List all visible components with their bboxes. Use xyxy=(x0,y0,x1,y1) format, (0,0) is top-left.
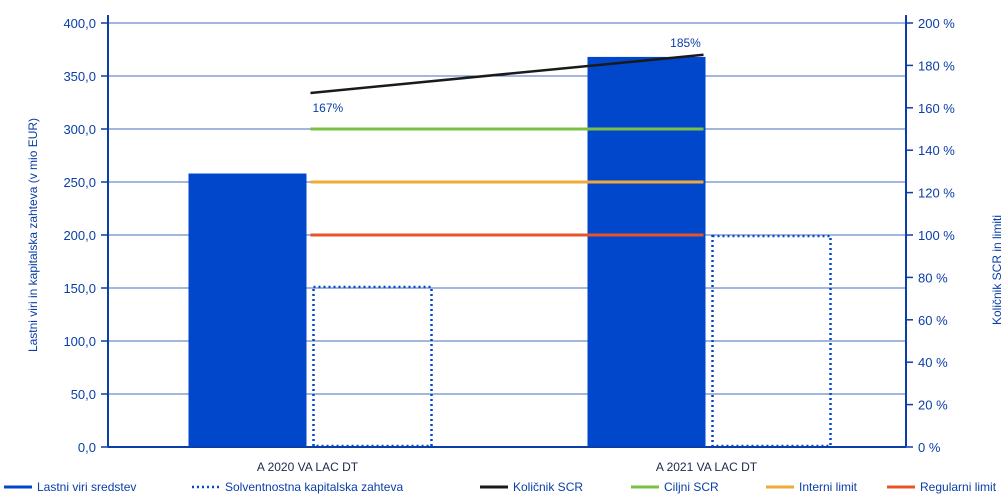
legend-item[interactable]: Interni limit xyxy=(766,480,858,494)
category-label: A 2020 VA LAC DT xyxy=(257,460,359,474)
lines xyxy=(310,53,704,237)
left-tick-label: 50,0 xyxy=(71,387,96,402)
bar-lastni-viri xyxy=(188,173,307,447)
legend-label: Solventnostna kapitalska zahteva xyxy=(225,480,403,494)
right-tick-label: 100 % xyxy=(918,228,955,243)
left-tick-label: 350,0 xyxy=(63,69,96,84)
right-tick-label: 200 % xyxy=(918,16,955,31)
bars xyxy=(188,56,832,448)
legend-item[interactable]: Količnik SCR xyxy=(480,480,583,494)
left-tick-label: 0,0 xyxy=(78,440,96,455)
right-tick-label: 60 % xyxy=(918,313,948,328)
right-tick-label: 0 % xyxy=(918,440,941,455)
axes xyxy=(101,15,913,448)
right-axis-title: Količnik SCR in limiti xyxy=(990,215,1004,325)
right-tick-label: 160 % xyxy=(918,101,955,116)
legend-label: Ciljni SCR xyxy=(664,480,719,494)
left-tick-label: 100,0 xyxy=(63,334,96,349)
legend-item[interactable]: Solventnostna kapitalska zahteva xyxy=(192,480,403,494)
left-tick-label: 150,0 xyxy=(63,281,96,296)
left-tick-label: 250,0 xyxy=(63,175,96,190)
legend-item[interactable]: Regularni limit xyxy=(887,480,997,494)
bar-lastni-viri xyxy=(587,56,706,448)
right-tick-label: 20 % xyxy=(918,398,948,413)
ratio-data-label: 167% xyxy=(313,101,344,115)
legend-item[interactable]: Lastni viri sredstev xyxy=(4,480,136,494)
left-axis-title: Lastni viri in kapitalska zahteva (v mio… xyxy=(26,118,40,352)
category-label: A 2021 VA LAC DT xyxy=(656,460,758,474)
legend-label: Regularni limit xyxy=(920,480,997,494)
legend-label: Lastni viri sredstev xyxy=(37,480,136,494)
left-tick-label: 400,0 xyxy=(63,16,96,31)
ratio-data-label: 185% xyxy=(670,36,701,50)
right-tick-label: 180 % xyxy=(918,58,955,73)
right-tick-label: 120 % xyxy=(918,186,955,201)
labels: 0,0 50,0 100,0 150,0 200,0 250,0 300,0 350,0 400… xyxy=(26,16,1004,474)
legend[interactable]: Lastni viri sredstev Solventnostna kapita… xyxy=(4,480,997,494)
line-scr-ratio xyxy=(310,53,704,95)
legend-label: Količnik SCR xyxy=(513,480,583,494)
right-tick-label: 80 % xyxy=(918,270,948,285)
left-tick-label: 300,0 xyxy=(63,122,96,137)
legend-label: Interni limit xyxy=(799,480,858,494)
left-tick-label: 200,0 xyxy=(63,228,96,243)
bar-solvency-requirement xyxy=(312,285,433,448)
right-tick-label: 140 % xyxy=(918,143,955,158)
legend-item[interactable]: Ciljni SCR xyxy=(631,480,719,494)
right-tick-label: 40 % xyxy=(918,355,948,370)
